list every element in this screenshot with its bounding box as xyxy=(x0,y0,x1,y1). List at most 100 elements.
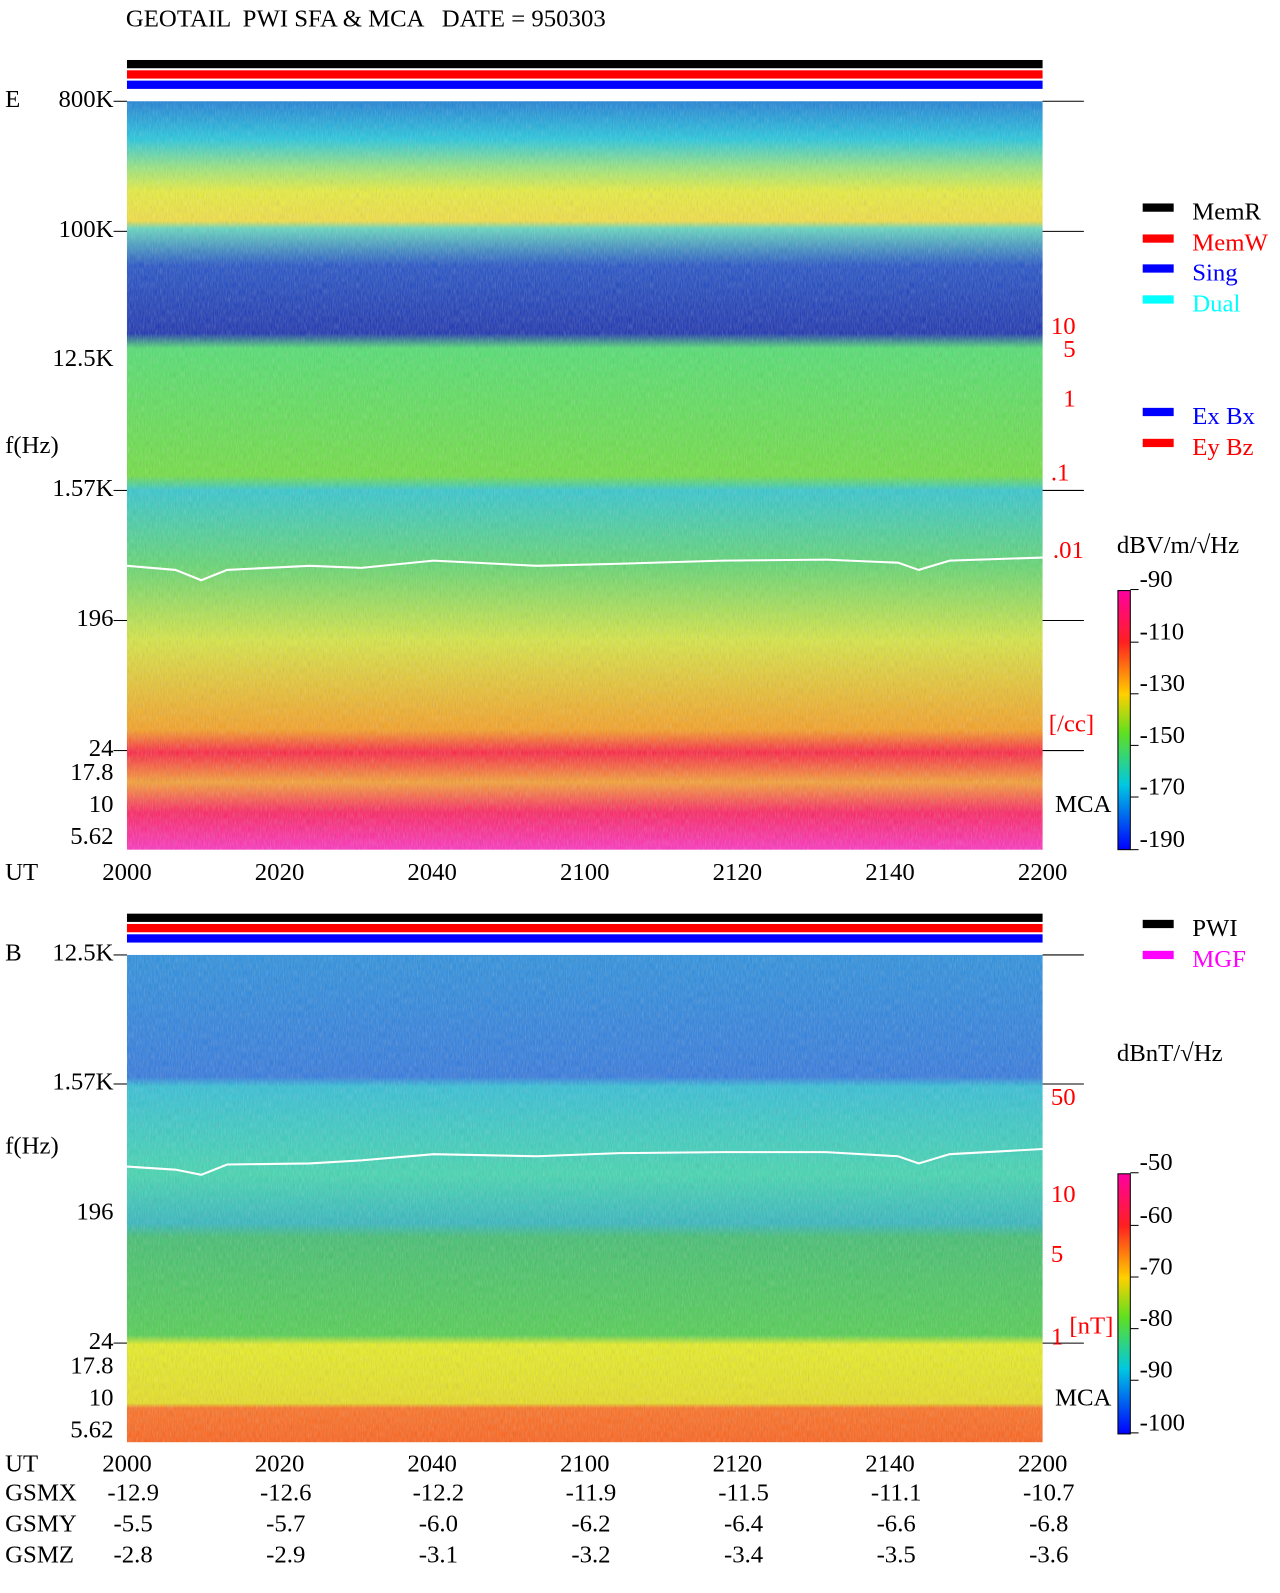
right-label: 1 xyxy=(1051,1324,1063,1351)
time-axis-label: UT xyxy=(5,859,38,886)
freq-label: 10 xyxy=(89,1385,114,1412)
freq-label: 24 xyxy=(89,735,114,762)
colorbar-tick-label: -90 xyxy=(1140,566,1173,593)
y-axis-label: f(Hz) xyxy=(5,432,59,459)
orbit-value: -11.5 xyxy=(718,1480,769,1507)
colorbar-tick-label: -90 xyxy=(1140,1357,1173,1384)
orbit-name: GSMX xyxy=(5,1480,77,1507)
orbit-value: -5.7 xyxy=(266,1510,305,1537)
orbit-value: -6.4 xyxy=(724,1510,763,1537)
time-label: 2000 xyxy=(102,1451,152,1478)
orbit-value: -11.9 xyxy=(566,1480,617,1507)
legend-label: Dual xyxy=(1192,290,1240,317)
legend-swatch xyxy=(1142,234,1174,243)
colorbar xyxy=(1117,590,1131,851)
status-bar xyxy=(126,80,1043,89)
time-label: 2000 xyxy=(102,859,152,886)
time-label: 2020 xyxy=(255,1451,305,1478)
spectrogram-texture xyxy=(126,101,1043,850)
status-bar xyxy=(126,59,1043,69)
mca-label: MCA xyxy=(1055,1385,1112,1412)
legend-swatch xyxy=(1142,438,1174,448)
orbit-value: -3.5 xyxy=(877,1541,916,1568)
colorbar-unit: dBnT/√Hz xyxy=(1117,1040,1223,1067)
orbit-value: -12.6 xyxy=(260,1480,312,1507)
mca-label: MCA xyxy=(1055,791,1112,818)
freq-label: 1.57K xyxy=(52,1069,113,1096)
orbit-value: -12.2 xyxy=(413,1480,465,1507)
colorbar-tick-label: -190 xyxy=(1140,826,1185,853)
legend-label: MemR xyxy=(1192,198,1261,225)
plasma-line xyxy=(126,1147,1043,1176)
status-bar xyxy=(126,934,1043,943)
plasma-line xyxy=(126,556,1043,582)
right-label: 5 xyxy=(1051,1241,1063,1268)
colorbar-tick-label: -50 xyxy=(1140,1149,1173,1176)
title: GEOTAIL PWI SFA & MCA DATE = 950303 xyxy=(126,5,606,32)
time-label: 2200 xyxy=(1018,1451,1068,1478)
colorbar-tick-label: -80 xyxy=(1140,1305,1173,1332)
legend-label: MGF xyxy=(1192,946,1246,973)
colorbar-tick-label: -60 xyxy=(1140,1202,1173,1229)
time-label: 2100 xyxy=(560,859,610,886)
panel-label: B xyxy=(5,940,22,967)
legend-label: Ey Bz xyxy=(1192,434,1253,461)
colorbar xyxy=(1117,1173,1131,1435)
orbit-value: -3.4 xyxy=(724,1541,763,1568)
time-axis-label: UT xyxy=(5,1451,38,1478)
time-label: 2140 xyxy=(865,1451,915,1478)
time-label: 2140 xyxy=(865,859,915,886)
colorbar-unit: dBV/m/√Hz xyxy=(1117,532,1239,559)
freq-label: 800K xyxy=(59,86,114,113)
status-bar xyxy=(126,70,1043,79)
time-label: 2100 xyxy=(560,1451,610,1478)
right-label: .01 xyxy=(1053,537,1084,564)
time-label: 2120 xyxy=(713,1451,763,1478)
orbit-value: -5.5 xyxy=(114,1510,153,1537)
colorbar-tick-label: -130 xyxy=(1140,670,1185,697)
orbit-value: -2.8 xyxy=(114,1541,153,1568)
time-label: 2200 xyxy=(1018,859,1068,886)
panel-label: E xyxy=(5,86,20,113)
colorbar-tick-label: -110 xyxy=(1140,619,1184,646)
orbit-value: -3.2 xyxy=(571,1541,610,1568)
right-label: 10 xyxy=(1051,1181,1076,1208)
orbit-value: -6.8 xyxy=(1029,1510,1068,1537)
legend-swatch xyxy=(1142,203,1174,212)
legend-swatch xyxy=(1142,295,1174,304)
freq-label: 100K xyxy=(59,216,114,243)
right-label: [/cc] xyxy=(1049,710,1094,737)
time-label: 2040 xyxy=(407,859,457,886)
right-label: 1 xyxy=(1063,385,1075,412)
orbit-value: -11.1 xyxy=(871,1480,922,1507)
legend-swatch xyxy=(1142,919,1174,929)
orbit-name: GSMZ xyxy=(5,1541,74,1568)
orbit-name: GSMY xyxy=(5,1510,77,1537)
legend-swatch xyxy=(1142,950,1174,960)
legend-label: PWI xyxy=(1192,915,1237,942)
colorbar-tick-label: -70 xyxy=(1140,1253,1173,1280)
orbit-value: -10.7 xyxy=(1023,1480,1075,1507)
orbit-value: -3.1 xyxy=(419,1541,458,1568)
orbit-value: -2.9 xyxy=(266,1541,305,1568)
freq-label: 5.62 xyxy=(70,1417,113,1444)
freq-label: 1.57K xyxy=(52,475,113,502)
orbit-value: -3.6 xyxy=(1029,1541,1068,1568)
time-label: 2020 xyxy=(255,859,305,886)
legend-label: Ex Bx xyxy=(1192,403,1255,430)
y-axis-label: f(Hz) xyxy=(5,1133,59,1160)
legend-swatch xyxy=(1142,264,1174,273)
time-label: 2120 xyxy=(713,859,763,886)
orbit-value: -12.9 xyxy=(107,1480,159,1507)
right-label: [nT] xyxy=(1069,1312,1113,1339)
right-label: 50 xyxy=(1051,1084,1076,1111)
freq-label: 10 xyxy=(89,791,114,818)
freq-label: 17.8 xyxy=(70,759,113,786)
right-label: 10 xyxy=(1051,313,1076,340)
freq-label: 196 xyxy=(76,1199,113,1226)
orbit-value: -6.6 xyxy=(877,1510,916,1537)
freq-label: 12.5K xyxy=(52,940,113,967)
freq-label: 17.8 xyxy=(70,1353,113,1380)
freq-label: 196 xyxy=(76,605,113,632)
